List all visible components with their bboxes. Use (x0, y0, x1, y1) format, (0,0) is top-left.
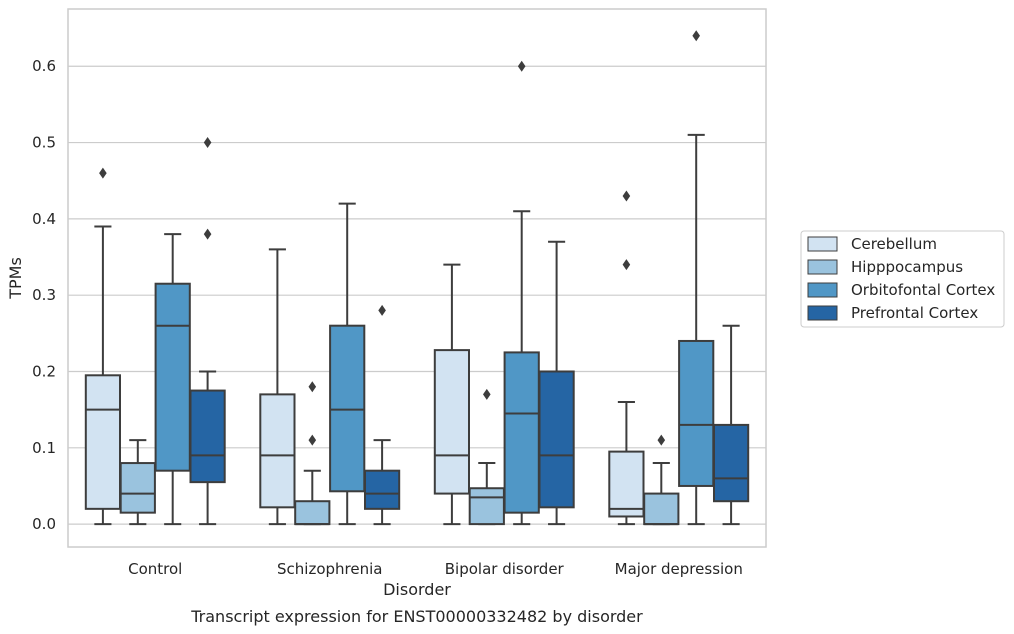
box-prefrontal-cortex (189, 137, 226, 526)
outlier-point (657, 434, 666, 446)
box-rect (608, 450, 645, 518)
legend-swatch (807, 259, 838, 275)
box-hipppocampus (119, 439, 156, 526)
y-tick-label: 0.4 (32, 210, 56, 228)
box-rect (329, 324, 366, 493)
box-hipppocampus (294, 381, 331, 526)
outlier-point (308, 434, 317, 446)
outlier-point (622, 190, 631, 202)
box-prefrontal-cortex (363, 304, 401, 526)
box-rect (503, 351, 540, 514)
outlier-point (692, 30, 700, 42)
box-rect (468, 487, 505, 526)
outlier-point (308, 381, 317, 393)
x-tick-label: Schizophrenia (277, 560, 382, 578)
box-rect (259, 393, 296, 509)
outlier-point (378, 304, 386, 316)
y-tick-label: 0.0 (32, 515, 56, 533)
box-rect (712, 423, 750, 503)
y-tick-label: 0.1 (32, 439, 56, 457)
outlier-point (622, 259, 631, 271)
box-orbitofontal-cortex (503, 60, 540, 526)
legend-label: Orbitofontal Cortex (851, 281, 995, 299)
legend-label: Cerebellum (851, 235, 937, 253)
legend-swatch (807, 305, 838, 321)
box-cerebellum (259, 248, 296, 526)
box-rect (678, 339, 715, 487)
legend-frame (800, 230, 1005, 328)
outlier-point (99, 167, 107, 179)
x-tick-label: Bipolar disorder (445, 560, 565, 578)
x-tick-label: Control (128, 560, 182, 578)
outlier-point (517, 60, 526, 72)
box-rect (154, 282, 191, 472)
box-prefrontal-cortex (538, 240, 575, 526)
box-rect (119, 462, 156, 514)
box-rect (363, 469, 401, 510)
box-rect (538, 370, 575, 509)
figure-caption: Transcript expression for ENST0000033248… (190, 607, 643, 626)
outlier-point (203, 228, 212, 240)
box-rect (433, 349, 471, 495)
y-tick-label: 0.3 (32, 286, 56, 304)
x-tick-label: Major depression (615, 560, 743, 578)
box-rect (84, 374, 122, 510)
box-orbitofontal-cortex (154, 233, 191, 526)
y-tick-label: 0.6 (32, 57, 56, 75)
legend-swatch (807, 236, 838, 252)
legend-label: Hipppocampus (851, 258, 963, 276)
legend: Cerebellum Hipppocampus Orbitofontal Corte… (800, 230, 1005, 328)
x-tick-labels: Control Schizophrenia Bipolar disorder Majo… (128, 560, 743, 578)
box-rect (643, 492, 680, 526)
box-orbitofontal-cortex (329, 202, 366, 526)
box-groups (84, 30, 750, 526)
y-axis-label: TPMs (6, 257, 25, 300)
plot-frame (67, 8, 767, 548)
box-orbitofontal-cortex (678, 30, 715, 526)
legend-label: Prefrontal Cortex (851, 304, 978, 322)
box-prefrontal-cortex (712, 324, 750, 526)
outlier-point (483, 388, 491, 400)
box-cerebellum (433, 263, 471, 526)
box-hipppocampus (643, 434, 680, 526)
box-cerebellum (84, 167, 122, 526)
outlier-point (203, 137, 212, 149)
box-rect (189, 389, 226, 484)
y-tick-label: 0.2 (32, 362, 56, 380)
legend-swatch (807, 282, 838, 298)
x-axis-label: Disorder (383, 580, 451, 599)
y-tick-labels: 0.0 0.1 0.2 0.3 0.4 0.5 0.6 (32, 57, 56, 533)
y-tick-label: 0.5 (32, 134, 56, 152)
box-rect (294, 500, 331, 526)
box-cerebellum (608, 190, 645, 526)
